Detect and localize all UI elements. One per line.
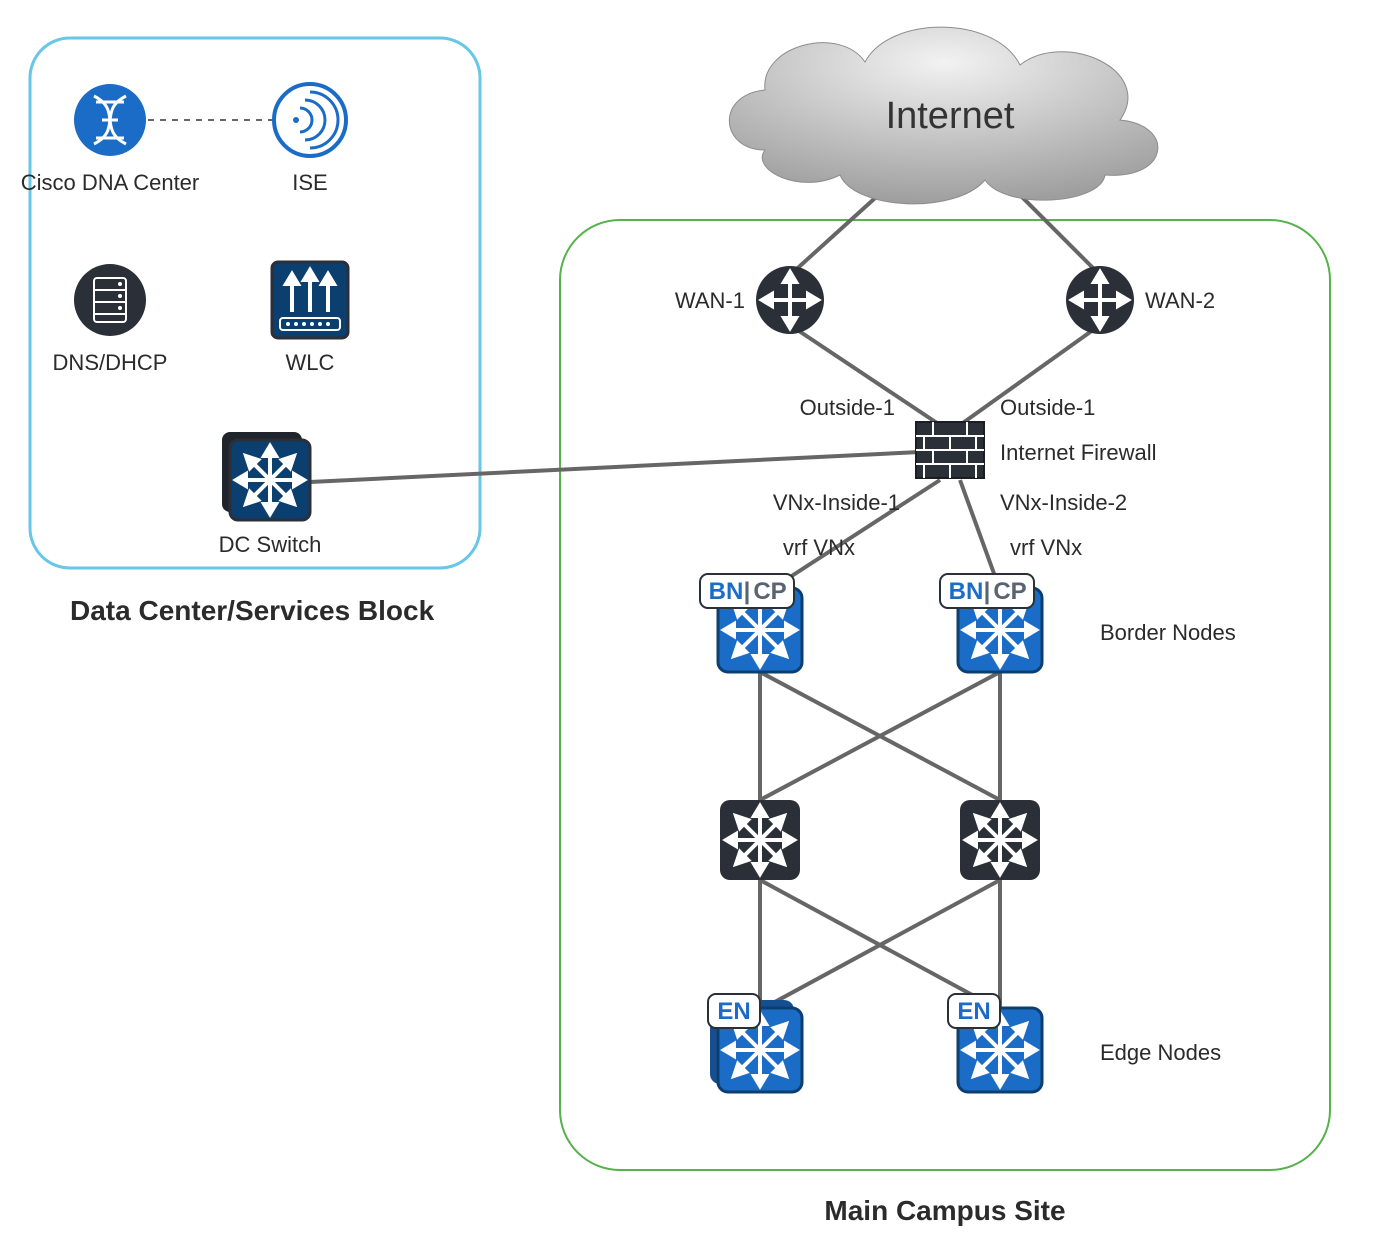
campus-title: Main Campus Site <box>824 1195 1065 1226</box>
dna-center-icon <box>74 84 146 156</box>
edge-nodes-label: Edge Nodes <box>1100 1040 1221 1065</box>
en2-badge: EN <box>957 998 990 1025</box>
border-nodes-label: Border Nodes <box>1100 620 1236 645</box>
vnx2-label: VNx-Inside-2 <box>1000 490 1127 515</box>
firewall-label: Internet Firewall <box>1000 440 1157 465</box>
dcswitch-label: DC Switch <box>219 532 322 557</box>
edge-node-1-icon: EN <box>708 994 802 1092</box>
dc-block-title: Data Center/Services Block <box>70 595 435 626</box>
outside1-label: Outside-1 <box>800 395 895 420</box>
svg-text:|: | <box>984 578 991 605</box>
dc-switch-icon <box>222 432 310 520</box>
campus-region <box>560 220 1330 1170</box>
vrf2-label: vrf VNx <box>1010 535 1082 560</box>
edges <box>148 120 1100 1010</box>
vrf1-label: vrf VNx <box>783 535 855 560</box>
bn1-badge-cp: CP <box>753 578 786 605</box>
outside2-label: Outside-1 <box>1000 395 1095 420</box>
svg-text:|: | <box>744 578 751 605</box>
border-node-2-icon: BN | CP <box>940 574 1042 672</box>
border-node-1-icon: BN | CP <box>700 574 802 672</box>
wan1-router-icon <box>756 266 824 334</box>
diagram-canvas: Internet <box>0 0 1400 1260</box>
cloud-label: Internet <box>886 95 1015 137</box>
edge-node-2-icon: EN <box>948 994 1042 1092</box>
bn2-badge-bn: BN <box>949 578 984 605</box>
bn1-badge-bn: BN <box>709 578 744 605</box>
wan1-label: WAN-1 <box>675 288 745 313</box>
ise-label: ISE <box>292 170 327 195</box>
dna-label: Cisco DNA Center <box>21 170 200 195</box>
wan2-router-icon <box>1066 266 1134 334</box>
vnx1-label: VNx-Inside-1 <box>773 490 900 515</box>
wlc-icon <box>272 262 348 338</box>
internet-cloud: Internet <box>729 27 1157 204</box>
wlc-label: WLC <box>286 350 335 375</box>
dns-dhcp-icon <box>74 264 146 336</box>
dist-switch-1-icon <box>720 800 800 880</box>
en1-badge: EN <box>717 998 750 1025</box>
dns-label: DNS/DHCP <box>53 350 168 375</box>
ise-icon <box>274 84 346 156</box>
bn2-badge-cp: CP <box>993 578 1026 605</box>
firewall-icon <box>916 422 984 478</box>
dist-switch-2-icon <box>960 800 1040 880</box>
wan2-label: WAN-2 <box>1145 288 1215 313</box>
